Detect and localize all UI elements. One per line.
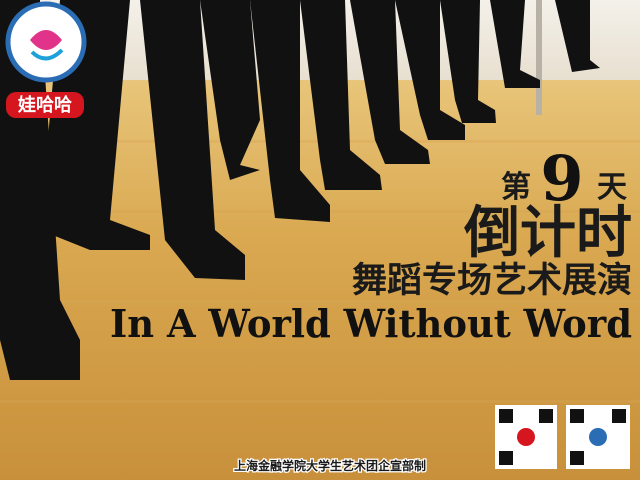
- headline: 倒计时: [463, 201, 632, 266]
- english-title: In A World Without Word: [110, 301, 632, 346]
- subtitle: 舞蹈专场艺术展演: [352, 261, 632, 301]
- qr-code: [495, 405, 557, 469]
- school-logo: [5, 1, 87, 83]
- sponsor-badge: [6, 92, 84, 118]
- countdown-prefix: 第: [501, 170, 531, 205]
- barre-pole: [536, 0, 542, 115]
- footer: 上海金融学院大学生艺术团企宣部制: [234, 458, 426, 473]
- qr-code: [566, 405, 630, 469]
- sponsor-logo: 娃哈哈: [17, 94, 72, 116]
- countdown-suffix: 天: [597, 170, 627, 205]
- dancers-legs: [0, 0, 600, 380]
- countdown-number: 9: [540, 142, 583, 215]
